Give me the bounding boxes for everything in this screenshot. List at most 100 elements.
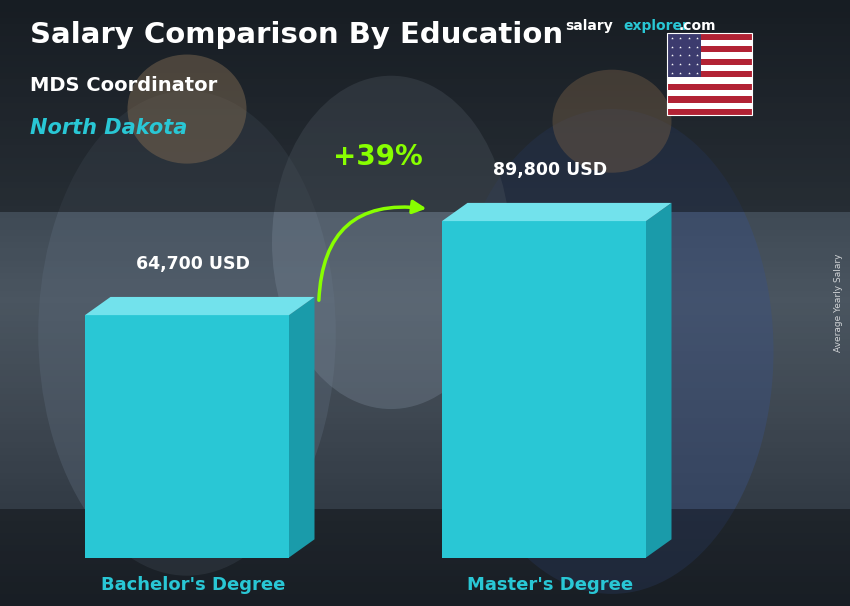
Bar bbox=[0, 315, 850, 321]
Bar bbox=[0, 424, 850, 430]
Bar bbox=[0, 170, 850, 176]
Polygon shape bbox=[442, 221, 646, 558]
Bar bbox=[0, 73, 850, 79]
Text: explorer: explorer bbox=[623, 19, 688, 33]
Text: Master's Degree: Master's Degree bbox=[468, 576, 633, 594]
Polygon shape bbox=[289, 297, 314, 558]
Bar bbox=[0, 551, 850, 558]
Bar bbox=[0, 188, 850, 194]
Bar bbox=[0, 582, 850, 588]
Bar bbox=[0, 297, 850, 303]
Bar bbox=[0, 218, 850, 224]
Text: salary: salary bbox=[565, 19, 613, 33]
Bar bbox=[0, 388, 850, 394]
Bar bbox=[0, 139, 850, 145]
Bar bbox=[0, 279, 850, 285]
Bar bbox=[0, 418, 850, 424]
Bar bbox=[0, 351, 850, 358]
Bar bbox=[0, 18, 850, 24]
Bar bbox=[0, 261, 850, 267]
Text: .com: .com bbox=[678, 19, 716, 33]
Bar bbox=[0, 103, 850, 109]
Bar bbox=[0, 230, 850, 236]
Bar bbox=[0, 564, 850, 570]
Bar bbox=[0, 115, 850, 121]
Bar bbox=[0, 248, 850, 255]
Bar bbox=[0, 339, 850, 345]
Bar bbox=[667, 90, 752, 96]
Bar bbox=[0, 333, 850, 339]
Ellipse shape bbox=[272, 76, 510, 409]
Bar bbox=[0, 309, 850, 315]
Bar bbox=[0, 267, 850, 273]
Bar bbox=[0, 273, 850, 279]
Bar bbox=[0, 400, 850, 406]
Bar bbox=[0, 382, 850, 388]
Bar bbox=[0, 48, 850, 55]
Bar bbox=[0, 321, 850, 327]
Bar bbox=[0, 79, 850, 85]
Bar bbox=[667, 39, 752, 46]
Bar bbox=[667, 46, 752, 52]
Bar bbox=[0, 327, 850, 333]
Bar bbox=[0, 206, 850, 212]
Bar bbox=[0, 406, 850, 412]
Bar bbox=[0, 600, 850, 606]
Bar bbox=[0, 588, 850, 594]
Bar bbox=[667, 96, 752, 102]
Bar bbox=[0, 509, 850, 515]
Polygon shape bbox=[85, 297, 314, 315]
Text: 89,800 USD: 89,800 USD bbox=[493, 161, 608, 179]
Text: North Dakota: North Dakota bbox=[30, 118, 187, 138]
Text: Bachelor's Degree: Bachelor's Degree bbox=[101, 576, 286, 594]
Bar bbox=[0, 242, 850, 248]
Bar bbox=[0, 376, 850, 382]
Bar bbox=[667, 59, 752, 65]
Bar bbox=[667, 78, 752, 84]
Bar bbox=[0, 236, 850, 242]
Bar bbox=[0, 91, 850, 97]
Bar bbox=[0, 85, 850, 91]
Polygon shape bbox=[85, 315, 289, 558]
Bar bbox=[0, 0, 850, 6]
Bar bbox=[667, 71, 752, 78]
Ellipse shape bbox=[38, 91, 336, 576]
Bar bbox=[667, 84, 752, 90]
Bar bbox=[0, 479, 850, 485]
Bar bbox=[0, 133, 850, 139]
Bar bbox=[0, 212, 850, 218]
Bar bbox=[0, 345, 850, 351]
Bar bbox=[0, 515, 850, 521]
Ellipse shape bbox=[128, 55, 246, 164]
Bar bbox=[667, 33, 752, 39]
Text: Salary Comparison By Education: Salary Comparison By Education bbox=[30, 21, 563, 49]
Bar bbox=[0, 533, 850, 539]
Bar bbox=[0, 491, 850, 497]
Bar bbox=[0, 370, 850, 376]
Bar bbox=[0, 394, 850, 400]
Bar bbox=[0, 67, 850, 73]
Bar bbox=[0, 42, 850, 48]
Bar bbox=[0, 521, 850, 527]
Bar bbox=[0, 509, 850, 606]
Bar bbox=[0, 285, 850, 291]
Ellipse shape bbox=[552, 70, 672, 173]
Bar bbox=[0, 194, 850, 200]
Text: +39%: +39% bbox=[333, 144, 423, 171]
Bar bbox=[0, 30, 850, 36]
Text: 64,700 USD: 64,700 USD bbox=[137, 255, 250, 273]
Bar bbox=[0, 448, 850, 454]
Bar bbox=[0, 200, 850, 206]
Bar bbox=[0, 97, 850, 103]
Bar bbox=[0, 164, 850, 170]
Bar bbox=[0, 158, 850, 164]
Bar bbox=[0, 454, 850, 461]
Bar bbox=[0, 473, 850, 479]
Bar bbox=[0, 61, 850, 67]
Bar bbox=[0, 364, 850, 370]
Bar bbox=[0, 485, 850, 491]
Bar bbox=[0, 36, 850, 42]
Bar bbox=[0, 461, 850, 467]
Bar bbox=[0, 145, 850, 152]
Bar bbox=[667, 33, 752, 115]
